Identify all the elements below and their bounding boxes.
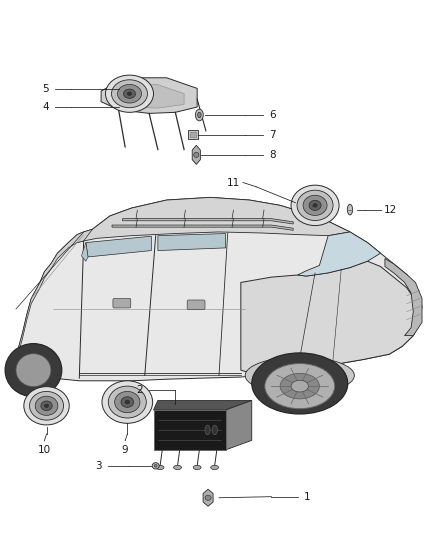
Ellipse shape (194, 152, 199, 158)
Ellipse shape (297, 190, 333, 221)
Ellipse shape (280, 373, 319, 399)
Text: 9: 9 (122, 446, 128, 455)
Polygon shape (101, 78, 197, 114)
Ellipse shape (24, 386, 69, 425)
Ellipse shape (195, 109, 203, 121)
Ellipse shape (152, 463, 159, 469)
Ellipse shape (291, 185, 339, 225)
Text: 4: 4 (42, 102, 49, 112)
Polygon shape (123, 219, 293, 224)
Ellipse shape (265, 364, 335, 409)
Ellipse shape (205, 425, 210, 435)
Text: 2: 2 (136, 385, 143, 395)
Ellipse shape (205, 495, 211, 500)
Ellipse shape (212, 425, 217, 435)
Ellipse shape (5, 344, 62, 397)
Ellipse shape (121, 397, 134, 407)
Ellipse shape (108, 386, 146, 418)
Ellipse shape (156, 465, 164, 470)
Polygon shape (153, 400, 252, 410)
Ellipse shape (303, 195, 327, 215)
Ellipse shape (193, 465, 201, 470)
Ellipse shape (245, 357, 354, 394)
Ellipse shape (198, 112, 201, 118)
Polygon shape (16, 197, 422, 381)
Polygon shape (77, 197, 350, 243)
Text: 10: 10 (38, 446, 51, 455)
Ellipse shape (127, 92, 132, 95)
Polygon shape (192, 146, 200, 165)
Text: 3: 3 (95, 461, 101, 471)
Text: 12: 12 (384, 205, 397, 215)
Ellipse shape (29, 391, 64, 420)
Ellipse shape (124, 89, 135, 99)
Ellipse shape (211, 465, 219, 470)
Polygon shape (86, 236, 151, 257)
FancyBboxPatch shape (187, 300, 205, 310)
Ellipse shape (313, 204, 317, 207)
Ellipse shape (112, 80, 148, 108)
Ellipse shape (102, 381, 152, 423)
Text: 7: 7 (269, 130, 276, 140)
Ellipse shape (117, 84, 141, 103)
FancyBboxPatch shape (113, 298, 131, 308)
Polygon shape (203, 489, 213, 506)
Polygon shape (158, 233, 226, 251)
Text: 11: 11 (227, 177, 240, 188)
Ellipse shape (252, 353, 348, 414)
Ellipse shape (309, 200, 321, 211)
Text: 1: 1 (304, 491, 311, 502)
FancyBboxPatch shape (187, 130, 198, 140)
Ellipse shape (291, 380, 308, 392)
Polygon shape (226, 400, 252, 450)
Ellipse shape (106, 75, 153, 112)
Ellipse shape (16, 354, 51, 386)
Ellipse shape (347, 204, 353, 215)
Ellipse shape (154, 465, 157, 467)
Polygon shape (241, 261, 420, 374)
Polygon shape (112, 225, 293, 230)
Ellipse shape (45, 404, 49, 408)
Polygon shape (81, 243, 88, 261)
Ellipse shape (125, 400, 130, 404)
Ellipse shape (41, 401, 52, 410)
FancyBboxPatch shape (190, 132, 196, 138)
Ellipse shape (173, 465, 181, 470)
Ellipse shape (35, 396, 58, 415)
Text: 6: 6 (269, 110, 276, 120)
Polygon shape (385, 259, 422, 336)
Polygon shape (297, 232, 381, 276)
Text: 5: 5 (42, 84, 49, 94)
Polygon shape (110, 85, 184, 108)
Text: 8: 8 (269, 150, 276, 160)
Polygon shape (16, 229, 92, 365)
Ellipse shape (115, 391, 140, 413)
FancyBboxPatch shape (153, 410, 226, 450)
